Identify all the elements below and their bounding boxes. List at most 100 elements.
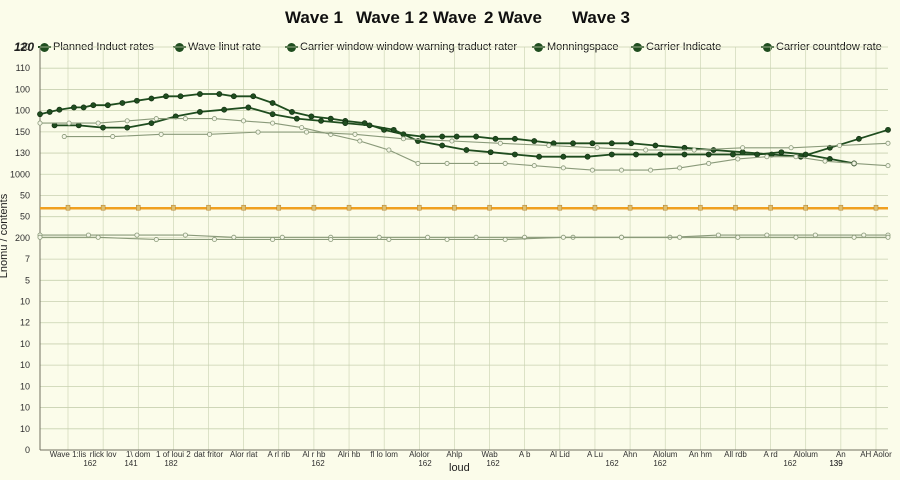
- series-point: [657, 151, 664, 158]
- threshold-marker: [381, 204, 387, 211]
- x-tick-label: Al r hb: [302, 450, 326, 459]
- series-point: [327, 115, 334, 122]
- series-point: [705, 151, 712, 158]
- top-left-label: 120: [14, 40, 34, 54]
- series-point: [648, 167, 654, 173]
- series-point: [444, 160, 450, 166]
- series-point: [885, 126, 891, 133]
- x-tick-label: All rdb: [724, 450, 747, 459]
- series-point: [177, 93, 184, 100]
- y-tick-label: 0: [25, 445, 30, 455]
- y-tick-label: 50: [20, 190, 30, 200]
- series-point: [357, 138, 363, 144]
- series-point: [473, 160, 479, 166]
- series-point: [231, 234, 237, 240]
- series-point: [37, 111, 43, 118]
- series-point: [95, 234, 101, 240]
- series-point: [856, 135, 862, 142]
- threshold-marker: [100, 204, 106, 211]
- x-axis-title: loud: [449, 462, 470, 474]
- series-point: [531, 138, 538, 144]
- series-point: [764, 232, 770, 238]
- threshold-marker: [838, 204, 844, 211]
- series-point: [71, 104, 77, 111]
- x-tick-label: Al Lid: [550, 450, 570, 459]
- y-tick-label: 5: [25, 275, 30, 285]
- series-point: [124, 118, 130, 124]
- x-tick-label: Alri hb: [338, 450, 361, 459]
- series-point: [415, 160, 421, 166]
- y-tick-label: 10: [20, 360, 30, 370]
- series-point: [740, 145, 746, 151]
- y-tick-label: 200: [15, 233, 30, 243]
- threshold-marker: [417, 204, 422, 211]
- x-tick-label: Alor rlat: [230, 450, 258, 459]
- y-tick-label: 100: [15, 106, 30, 116]
- series-point: [148, 95, 155, 102]
- wave-title-1: Wave 1: [285, 8, 343, 27]
- x-tick-label: Wave 1:lis: [50, 450, 87, 459]
- series-point: [255, 129, 261, 135]
- threshold-marker: [698, 204, 703, 211]
- wave-title-4: Wave 3: [572, 8, 630, 27]
- series-point: [270, 237, 276, 243]
- series-point: [691, 147, 697, 153]
- x-sub-label: 139: [829, 459, 843, 468]
- threshold-marker: [873, 204, 879, 211]
- threshold-marker: [241, 204, 246, 211]
- x-tick-label: An hm: [689, 450, 712, 459]
- series-point: [449, 138, 455, 144]
- x-tick-label: 1\ dom: [126, 450, 151, 459]
- y-tick-label: 10: [20, 297, 30, 307]
- series-point: [594, 145, 600, 151]
- series-point: [100, 124, 106, 131]
- series-point: [90, 102, 97, 109]
- series-point: [497, 140, 503, 146]
- x-sub-label: 162: [653, 459, 667, 468]
- wave-title-2: Wave 1 2 Wave: [356, 8, 477, 27]
- series-point: [861, 232, 867, 238]
- series-point: [560, 234, 566, 240]
- series-point: [366, 122, 373, 129]
- x-tick-label: Ahn: [623, 450, 637, 459]
- x-tick-label: Alolor: [409, 450, 430, 459]
- series-point: [628, 140, 635, 147]
- series-point: [885, 140, 891, 146]
- series-point: [124, 124, 131, 131]
- series-point: [681, 151, 688, 158]
- series-point: [250, 93, 257, 100]
- threshold-marker: [136, 204, 141, 211]
- series-point: [110, 134, 116, 140]
- series-point: [158, 131, 164, 137]
- x-tick-label: dat fritor: [194, 450, 224, 459]
- series-point: [134, 232, 140, 238]
- series-point: [885, 234, 891, 240]
- y-tick-label: 10: [20, 403, 30, 413]
- y-tick-label: 120: [15, 42, 30, 52]
- series-point: [211, 116, 217, 122]
- series-point: [536, 153, 543, 160]
- x-tick-label: AH Aolor: [860, 450, 892, 459]
- series-point: [531, 163, 537, 169]
- threshold-marker: [171, 204, 176, 211]
- series-point: [230, 93, 237, 100]
- y-tick-label: 10: [20, 424, 30, 434]
- series-point: [163, 93, 169, 100]
- series-point: [221, 106, 228, 113]
- series-point: [802, 151, 809, 158]
- series-point: [328, 237, 334, 243]
- series-point: [376, 234, 382, 240]
- y-tick-label: 10: [20, 339, 30, 349]
- series-point: [812, 232, 818, 238]
- series-point: [764, 154, 770, 160]
- series-point: [104, 102, 111, 109]
- series-point: [148, 120, 155, 127]
- x-sub-label: 162: [311, 459, 325, 468]
- y-tick-label: 7: [25, 254, 30, 264]
- series-line-4: [64, 131, 889, 151]
- x-sub-label: 139: [829, 459, 843, 468]
- series-point: [633, 151, 639, 158]
- x-tick-label: A rd: [763, 450, 777, 459]
